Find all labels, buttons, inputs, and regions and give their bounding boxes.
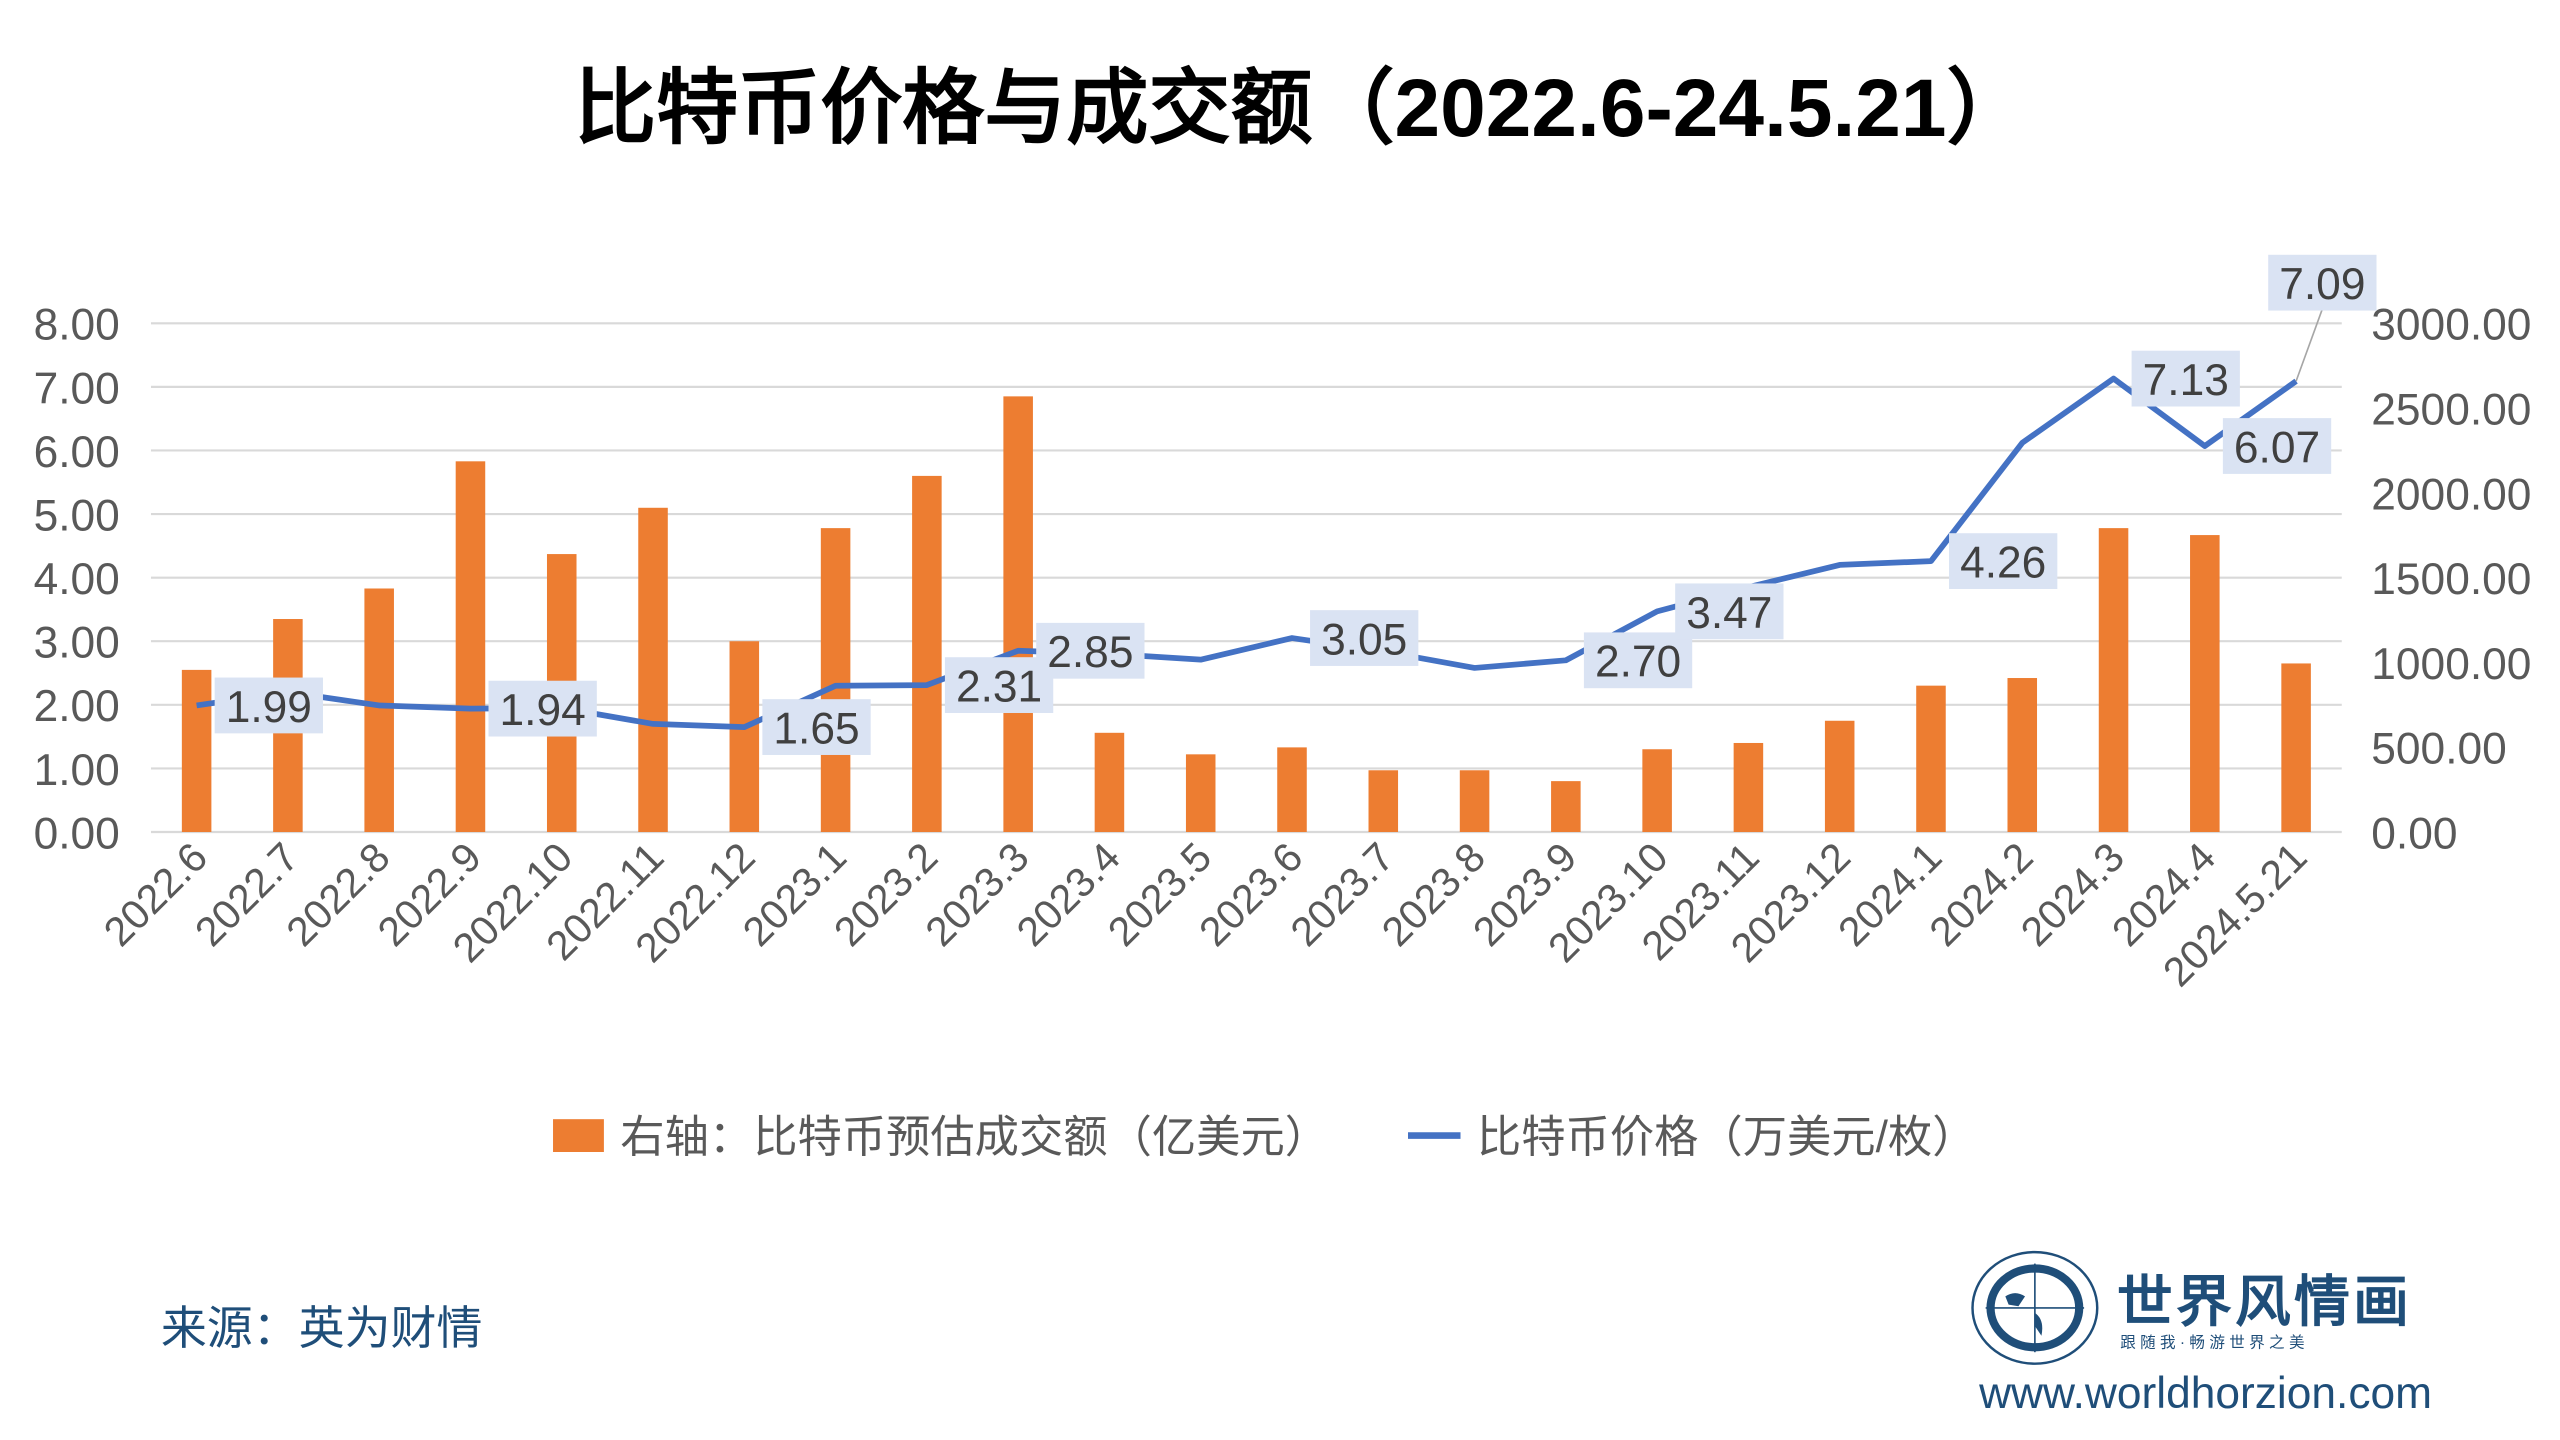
bar	[1185, 754, 1216, 832]
x-tick-label: 2023.2	[825, 834, 946, 955]
bar	[2190, 535, 2220, 832]
data-label-box	[1675, 583, 1784, 640]
bar	[1916, 685, 1946, 832]
data-label: 1.65	[773, 704, 859, 753]
bar	[1733, 742, 1764, 832]
legend-bar-label: 右轴：比特币预估成交额（亿美元）	[620, 1113, 1329, 1162]
data-label-box	[488, 680, 597, 737]
bar	[364, 588, 394, 832]
x-tick-label: 2024.1	[1829, 834, 1950, 955]
left-tick-label: 8.00	[34, 301, 120, 350]
legend-bar-swatch	[553, 1119, 604, 1152]
data-label: 3.05	[1321, 615, 1407, 664]
bar	[1094, 732, 1125, 832]
bar	[1824, 720, 1855, 832]
data-label: 4.26	[1960, 539, 2046, 588]
bar	[181, 669, 212, 832]
bar-series	[181, 396, 2311, 832]
data-label: 7.13	[2143, 356, 2229, 405]
data-label-box	[214, 677, 323, 734]
data-label: 3.47	[1686, 589, 1772, 638]
data-label-box	[1583, 632, 1693, 689]
data-label: 1.94	[500, 686, 586, 735]
x-tick-label: 2024.2	[1921, 834, 2042, 955]
right-tick-label: 500.00	[2371, 725, 2507, 774]
logo: 世界风情画 跟 随 我 · 畅 游 世 界 之 美 www.worldhorzi…	[1971, 1250, 2432, 1418]
data-label: 2.70	[1595, 638, 1681, 687]
bar	[820, 528, 851, 832]
data-label-box	[1310, 610, 1419, 666]
bar	[1551, 781, 1581, 832]
right-tick-label: 0.00	[2371, 809, 2457, 858]
bar	[2098, 528, 2129, 832]
x-tick-label: 2024.3	[2012, 834, 2133, 955]
data-label: 7.09	[2279, 260, 2365, 309]
bar	[2007, 678, 2038, 832]
left-tick-label: 2.00	[34, 682, 120, 731]
right-tick-label: 3000.00	[2371, 301, 2531, 350]
x-tick-label: 2023.8	[1373, 834, 1494, 955]
left-tick-label: 6.00	[34, 428, 120, 477]
right-tick-label: 1000.00	[2371, 640, 2531, 689]
bar	[638, 507, 668, 832]
right-tick-label: 2500.00	[2371, 385, 2531, 434]
left-tick-label: 1.00	[34, 746, 120, 795]
data-label-box	[2222, 418, 2332, 474]
logo-name: 世界风情画	[2117, 1270, 2412, 1333]
left-tick-label: 4.00	[34, 555, 120, 604]
logo-url: www.worldhorzion.com	[1978, 1369, 2432, 1418]
x-axis: 2022.62022.72022.82022.92022.102022.1120…	[95, 834, 2316, 996]
left-tick-label: 3.00	[34, 619, 120, 668]
left-axis: 0.00 1.00 2.00 3.00 4.00 5.00 6.00 7.00 8.00	[34, 301, 120, 859]
data-label-box	[2268, 254, 2377, 311]
bar	[729, 641, 760, 832]
left-tick-label: 0.00	[34, 809, 120, 858]
x-tick-label: 2022.8	[277, 834, 398, 955]
x-tick-label: 2023.1	[734, 834, 855, 955]
bar	[1368, 770, 1399, 832]
data-label-box	[944, 657, 1054, 714]
data-label-box	[1949, 533, 2058, 590]
right-tick-label: 1500.00	[2371, 555, 2531, 604]
data-label: 6.07	[2234, 423, 2320, 472]
x-tick-label: 2023.4	[1008, 834, 1129, 955]
left-tick-label: 5.00	[34, 491, 120, 540]
left-tick-label: 7.00	[34, 364, 120, 413]
leader-line	[2295, 308, 2324, 382]
source-note: 来源：英为财情	[161, 1302, 483, 1354]
legend: 右轴：比特币预估成交额（亿美元） 比特币价格（万美元/枚）	[553, 1113, 1977, 1162]
x-tick-label: 2023.6	[1190, 834, 1311, 955]
bar	[455, 461, 486, 832]
compass-globe-icon	[1971, 1250, 2099, 1365]
data-label: 2.85	[1047, 628, 1133, 677]
data-labels: 1.99 1.94 1.65 2.312.85 3.05 2.703.47 4.26 7.13…	[214, 254, 2377, 755]
data-label-box	[2131, 350, 2240, 407]
chart-title: 比特币价格与成交额（2022.6-24.5.21）	[574, 63, 2029, 154]
data-label: 1.99	[226, 683, 312, 732]
x-tick-label: 2023.7	[1282, 834, 1403, 955]
logo-slogan: 跟 随 我 · 畅 游 世 界 之 美	[2120, 1333, 2304, 1351]
bar	[2281, 663, 2311, 832]
data-label-box	[762, 699, 871, 755]
x-tick-label: 2023.3	[916, 834, 1037, 955]
bar	[912, 475, 942, 832]
bar	[1277, 747, 1307, 832]
bar	[1642, 749, 1672, 832]
data-label: 2.31	[956, 663, 1042, 712]
right-axis: 0.00 500.00 1000.00 1500.00 2000.00 2500.00 30…	[2371, 301, 2531, 859]
x-tick-label: 2023.5	[1099, 834, 1220, 955]
bar	[1459, 770, 1490, 832]
bar	[1003, 396, 1033, 832]
x-tick-label: 2022.7	[186, 834, 307, 955]
data-label-box	[1036, 622, 1145, 679]
legend-line-label: 比特币价格（万美元/枚）	[1477, 1113, 1977, 1162]
right-tick-label: 2000.00	[2371, 470, 2531, 519]
